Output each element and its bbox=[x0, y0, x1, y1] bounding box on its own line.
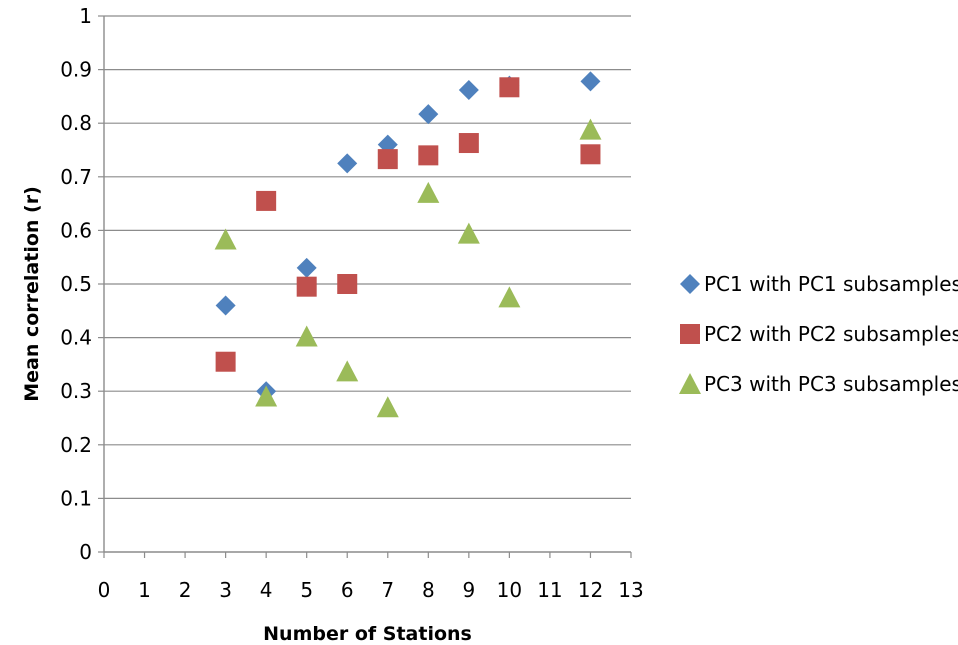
y-tick-label: 1 bbox=[79, 4, 92, 28]
x-tick-label: 2 bbox=[179, 578, 192, 602]
data-point-square bbox=[377, 149, 398, 170]
legend-marker-diamond bbox=[680, 274, 700, 294]
data-point-square bbox=[418, 145, 439, 166]
data-point-triangle bbox=[336, 360, 359, 382]
legend-marker-triangle bbox=[679, 373, 701, 394]
data-point-triangle bbox=[376, 396, 399, 418]
legend-marker-square bbox=[680, 324, 700, 344]
legend-label: PC1 with PC1 subsamples bbox=[704, 272, 958, 296]
data-point-square bbox=[458, 133, 479, 154]
x-tick-label: 11 bbox=[537, 578, 562, 602]
data-point-diamond bbox=[337, 153, 358, 174]
y-tick-label: 0.7 bbox=[60, 165, 92, 189]
x-tick-label: 6 bbox=[341, 578, 354, 602]
legend-label: PC3 with PC3 subsamples bbox=[704, 372, 958, 396]
y-tick-label: 0.6 bbox=[60, 218, 92, 242]
x-tick-label: 5 bbox=[300, 578, 313, 602]
y-tick-label: 0 bbox=[79, 540, 92, 564]
data-point-diamond bbox=[418, 104, 439, 125]
tick-labels: 00.10.20.30.40.50.60.70.80.910 1 2 3 4 5 6 7 8 9 1… bbox=[60, 4, 644, 602]
x-tick-label: 13 bbox=[618, 578, 643, 602]
y-tick-label: 0.1 bbox=[60, 486, 92, 510]
y-tick-label: 0.4 bbox=[60, 326, 92, 350]
data-point-square bbox=[256, 190, 277, 211]
y-axis-title: Mean correlation (r) bbox=[21, 186, 43, 402]
data-point-triangle bbox=[295, 325, 318, 347]
x-tick-label: 12 bbox=[578, 578, 603, 602]
y-tick-label: 0.8 bbox=[60, 111, 92, 135]
x-axis-title: Number of Stations bbox=[263, 623, 472, 645]
data-point-diamond bbox=[296, 257, 317, 278]
data-point-square bbox=[499, 77, 520, 98]
data-point-triangle bbox=[498, 286, 521, 308]
data-points bbox=[214, 71, 602, 418]
legend-label: PC2 with PC2 subsamples bbox=[704, 322, 958, 346]
x-tick-label: 7 bbox=[381, 578, 394, 602]
data-point-square bbox=[296, 276, 317, 297]
gridlines bbox=[104, 15, 631, 499]
data-point-triangle bbox=[417, 181, 440, 203]
x-tick-label: 0 bbox=[98, 578, 111, 602]
data-point-diamond bbox=[215, 295, 236, 316]
x-tick-label: 9 bbox=[462, 578, 475, 602]
data-point-triangle bbox=[579, 118, 602, 140]
x-tick-label: 4 bbox=[260, 578, 273, 602]
data-point-triangle bbox=[457, 222, 480, 244]
x-tick-label: 1 bbox=[138, 578, 151, 602]
axes bbox=[98, 15, 632, 558]
data-point-square bbox=[337, 274, 358, 294]
y-tick-label: 0.2 bbox=[60, 433, 92, 457]
y-tick-label: 0.9 bbox=[60, 58, 92, 82]
data-point-diamond bbox=[458, 79, 479, 100]
x-tick-label: 3 bbox=[219, 578, 232, 602]
x-tick-label: 10 bbox=[497, 578, 522, 602]
data-point-square bbox=[580, 144, 601, 165]
legend: PC1 with PC1 subsamples PC2 with PC2 subs… bbox=[679, 272, 958, 396]
y-tick-label: 0.5 bbox=[60, 272, 92, 296]
data-point-triangle bbox=[214, 228, 237, 250]
x-tick-label: 8 bbox=[422, 578, 435, 602]
y-tick-label: 0.3 bbox=[60, 379, 92, 403]
data-point-triangle bbox=[255, 385, 278, 407]
data-point-square bbox=[215, 351, 236, 372]
data-point-diamond bbox=[580, 71, 601, 92]
